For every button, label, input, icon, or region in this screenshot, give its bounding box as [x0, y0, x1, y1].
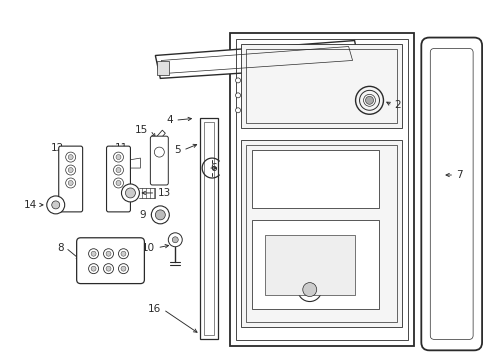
- Text: 3: 3: [324, 284, 330, 294]
- Text: 16: 16: [148, 305, 161, 315]
- Circle shape: [168, 233, 182, 247]
- FancyBboxPatch shape: [252, 150, 379, 208]
- Circle shape: [236, 93, 241, 98]
- Circle shape: [68, 154, 73, 159]
- Circle shape: [52, 201, 60, 209]
- Circle shape: [121, 251, 126, 256]
- Text: 15: 15: [135, 125, 148, 135]
- FancyBboxPatch shape: [150, 136, 168, 185]
- Circle shape: [151, 206, 169, 224]
- FancyBboxPatch shape: [265, 235, 355, 294]
- Circle shape: [298, 278, 322, 302]
- Text: 11: 11: [115, 143, 128, 153]
- FancyBboxPatch shape: [421, 37, 482, 350]
- FancyBboxPatch shape: [200, 118, 218, 339]
- Circle shape: [116, 180, 121, 185]
- Circle shape: [116, 167, 121, 172]
- Circle shape: [122, 184, 140, 202]
- Circle shape: [303, 283, 317, 297]
- Circle shape: [91, 251, 96, 256]
- FancyBboxPatch shape: [157, 62, 169, 75]
- Circle shape: [106, 251, 111, 256]
- Text: 4: 4: [167, 115, 173, 125]
- Text: 9: 9: [140, 210, 147, 220]
- Text: 8: 8: [57, 243, 64, 253]
- Text: 7: 7: [456, 170, 463, 180]
- Text: 14: 14: [24, 200, 37, 210]
- FancyBboxPatch shape: [241, 140, 402, 328]
- Circle shape: [155, 210, 165, 220]
- Text: 13: 13: [157, 188, 171, 198]
- FancyBboxPatch shape: [241, 44, 402, 128]
- Circle shape: [91, 266, 96, 271]
- FancyBboxPatch shape: [230, 32, 415, 346]
- FancyBboxPatch shape: [76, 238, 145, 284]
- Text: 10: 10: [142, 243, 155, 253]
- Circle shape: [236, 78, 241, 83]
- Circle shape: [116, 154, 121, 159]
- Text: 6: 6: [210, 163, 217, 173]
- Circle shape: [106, 266, 111, 271]
- Circle shape: [121, 266, 126, 271]
- Text: 1: 1: [324, 180, 330, 190]
- Circle shape: [47, 196, 65, 214]
- FancyBboxPatch shape: [106, 146, 130, 212]
- Text: 12: 12: [50, 143, 64, 153]
- Circle shape: [366, 96, 373, 104]
- Text: 2: 2: [394, 100, 401, 110]
- FancyBboxPatch shape: [252, 220, 379, 310]
- FancyBboxPatch shape: [59, 146, 83, 212]
- Circle shape: [68, 180, 73, 185]
- Text: 5: 5: [174, 145, 181, 155]
- Circle shape: [236, 108, 241, 113]
- Circle shape: [68, 167, 73, 172]
- Circle shape: [172, 237, 178, 243]
- Circle shape: [125, 188, 135, 198]
- Polygon shape: [155, 41, 360, 78]
